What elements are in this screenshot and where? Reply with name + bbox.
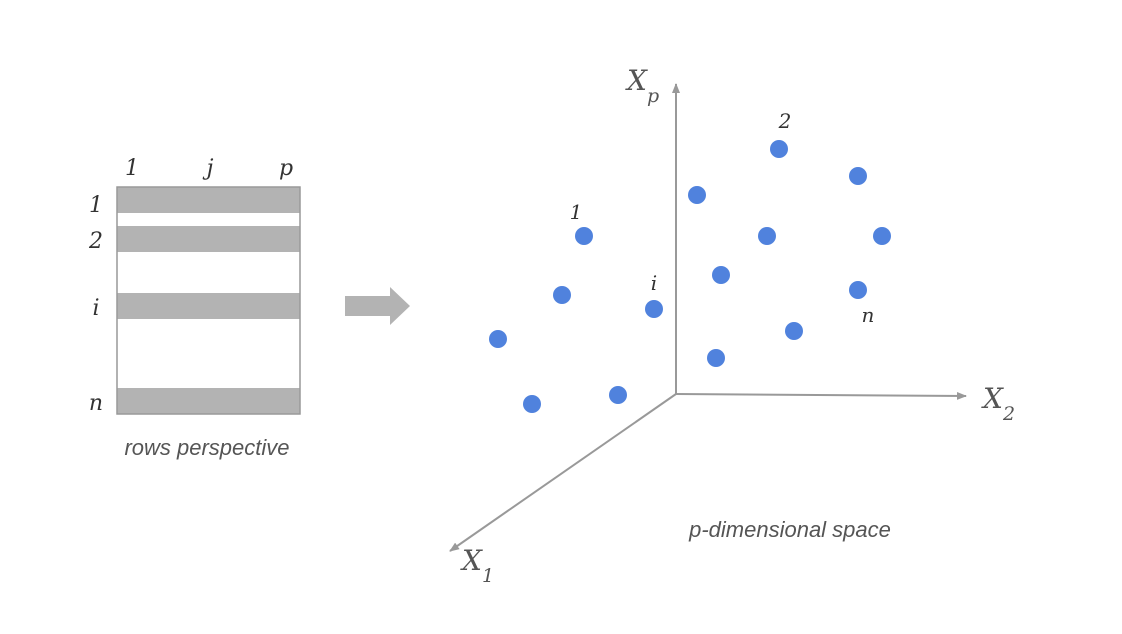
- matrix-column-label-first: 1: [125, 156, 139, 181]
- data-point: [609, 386, 627, 404]
- matrix-row-i: [117, 293, 300, 319]
- axis-label-right-letter: X: [981, 382, 1004, 415]
- axis-label-diagonal-letter: X: [460, 544, 483, 577]
- data-point: [645, 300, 663, 318]
- point-label-2: 2: [778, 109, 792, 133]
- axis-label-right-subscript: 2: [1002, 403, 1015, 425]
- data-point: [553, 286, 571, 304]
- coordinate-axes: [449, 83, 967, 552]
- axis-label-right: X2: [981, 382, 1015, 425]
- data-point: [688, 186, 706, 204]
- point-label-i: i: [651, 271, 657, 295]
- data-point: [849, 281, 867, 299]
- matrix-column-label-j: j: [202, 156, 214, 181]
- axis-label-vertical: Xp: [625, 64, 659, 107]
- data-point: [575, 227, 593, 245]
- matrix-column-label-p: p: [279, 156, 293, 181]
- matrix-caption: rows perspective: [124, 435, 289, 460]
- axis-diagonal-line: [449, 393, 677, 552]
- data-point: [873, 227, 891, 245]
- matrix-row-label-1: 1: [89, 193, 103, 218]
- matrix-row-label-2: 2: [88, 229, 103, 254]
- axis-label-vertical-subscript: p: [647, 85, 659, 107]
- axis-label-vertical-letter: X: [625, 64, 648, 97]
- data-point: [758, 227, 776, 245]
- matrix-row-n: [117, 388, 300, 414]
- axis-right-line: [675, 391, 967, 400]
- matrix-row-2: [117, 226, 300, 252]
- data-point: [707, 349, 725, 367]
- data-point: [523, 395, 541, 413]
- matrix-row-label-i: i: [92, 296, 99, 321]
- data-point: [489, 330, 507, 348]
- axis-label-diagonal-subscript: 1: [482, 565, 494, 587]
- axis-label-diagonal: X1: [460, 544, 494, 587]
- space-caption: p-dimensional space: [688, 517, 891, 542]
- data-point: [785, 322, 803, 340]
- point-label-n: n: [862, 303, 875, 327]
- matrix-border: [116, 186, 301, 415]
- block-arrow: [345, 287, 410, 325]
- point-cloud: [489, 140, 891, 413]
- data-point: [770, 140, 788, 158]
- data-point: [712, 266, 730, 284]
- data-matrix: [116, 186, 301, 415]
- matrix-row-1: [117, 187, 300, 213]
- data-point: [849, 167, 867, 185]
- point-label-1: 1: [570, 200, 583, 224]
- matrix-row-label-n: n: [89, 391, 103, 416]
